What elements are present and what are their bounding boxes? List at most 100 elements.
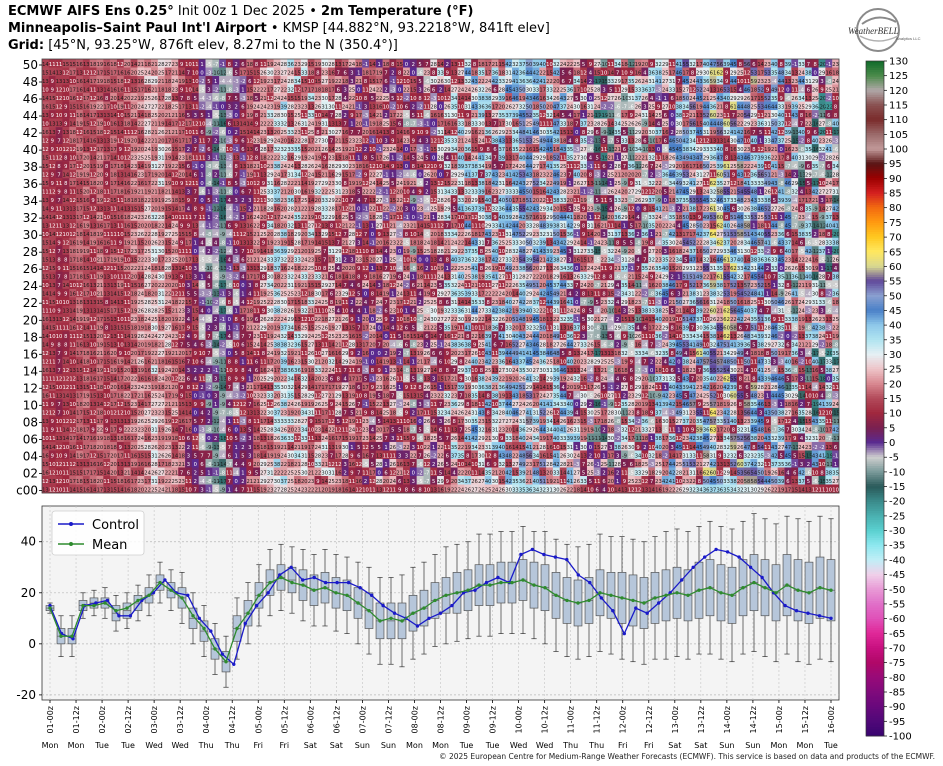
heatmap-cell-value: 9 <box>105 172 108 178</box>
heatmap-cell-value: 13 <box>49 130 56 136</box>
heatmap-cell-value: 5 <box>623 130 626 136</box>
heatmap-cell-value: -2 <box>826 96 831 102</box>
heatmap-cell-value: 9 <box>91 198 94 204</box>
heatmap-cell-value: 19 <box>151 172 158 178</box>
heatmap-cell-value: 20 <box>158 113 165 119</box>
heatmap-cell-value: 32 <box>546 113 553 119</box>
heatmap-cell-value: 20 <box>124 96 131 102</box>
heatmap-cell-value: 52 <box>757 87 764 93</box>
heatmap-cell-value: 37 <box>505 113 512 119</box>
heatmap-cell-value: 19 <box>301 155 308 161</box>
heatmap-cell-value: 45 <box>682 79 689 85</box>
heatmap-cell-value: 23 <box>267 164 274 170</box>
heatmap-cell-value: 20 <box>546 104 553 110</box>
heatmap-cell-value: 13 <box>233 121 240 127</box>
heatmap-cell-value: 21 <box>410 181 417 187</box>
heatmap-cell-value: 7 <box>677 79 680 85</box>
heatmap-cell-value: 26 <box>315 104 322 110</box>
heatmap-cell-value: 36 <box>287 198 294 204</box>
heatmap-cell-value: 38 <box>805 70 812 76</box>
heatmap-cell-value: 28 <box>635 138 642 144</box>
heatmap-cell-value: 12 <box>192 121 199 127</box>
heatmap-cell-value: 36 <box>519 70 526 76</box>
heatmap-cell-value: 30 <box>430 79 437 85</box>
heatmap-cell-value: 21 <box>137 189 144 195</box>
heatmap-cell-value: 45 <box>546 147 553 153</box>
heatmap-cell-value: -2 <box>397 155 402 161</box>
heatmap-cell-value: 16 <box>124 223 131 229</box>
heatmap-cell-value: -2 <box>397 172 402 178</box>
heatmap-cell-value: 27 <box>573 155 580 161</box>
heatmap-cell-value: 7 <box>500 164 503 170</box>
heatmap-cell-value: 22 <box>403 70 410 76</box>
heatmap-cell-value: 31 <box>696 172 703 178</box>
heatmap-cell-value: -6 <box>588 198 593 204</box>
heatmap-cell-value: 30 <box>573 104 580 110</box>
heatmap-cell-value: 28 <box>281 62 288 68</box>
heatmap-cell-value: 13 <box>396 164 403 170</box>
heatmap-cell-value: 12 <box>124 147 131 153</box>
heatmap-cell-value: 50 <box>696 223 703 229</box>
heatmap-cell-value: 7 <box>207 138 210 144</box>
heatmap-cell-value: 28 <box>287 206 294 212</box>
heatmap-cell-value: 12 <box>90 96 97 102</box>
heatmap-cell-value: 9 <box>180 62 183 68</box>
heatmap-cell-value: -8 <box>404 121 409 127</box>
heatmap-cell-value: 42 <box>669 232 676 238</box>
heatmap-cell-value: 23 <box>492 189 499 195</box>
heatmap-cell-value: 17 <box>573 113 580 119</box>
heatmap-cell-value: 7 <box>568 172 571 178</box>
heatmap-cell-value: 18 <box>246 96 253 102</box>
heatmap-cell-value: 10 <box>369 147 376 153</box>
heatmap-cell-value: 25 <box>825 87 832 93</box>
heatmap-cell-value: 2 <box>384 87 387 93</box>
heatmap-cell-value: 11 <box>703 181 710 187</box>
heatmap-cell-value: -6 <box>199 189 204 195</box>
heatmap-cell-value: 19 <box>158 206 165 212</box>
heatmap-cell-value: -3 <box>227 138 232 144</box>
heatmap-cell-value: 16 <box>178 113 185 119</box>
heatmap-cell-value: -17 <box>831 130 839 136</box>
heatmap-cell-value: 5 <box>200 113 203 119</box>
heatmap-cell-value: 7 <box>480 172 483 178</box>
heatmap-cell-value: 8 <box>64 189 67 195</box>
heatmap-cell-value: 35 <box>805 232 812 238</box>
heatmap-cell-value: 13 <box>110 223 117 229</box>
heatmap-cell-value: 9 <box>64 121 67 127</box>
heatmap-cell-value: -7 <box>819 164 824 170</box>
heatmap-cell-value: 40 <box>499 215 506 221</box>
heatmap-cell-value: 16 <box>97 223 104 229</box>
heatmap-cell-value: 16 <box>335 215 342 221</box>
heatmap-cell-value: 21 <box>253 206 260 212</box>
heatmap-cell-value: 17 <box>69 181 76 187</box>
heatmap-cell-value: 43 <box>560 147 567 153</box>
heatmap-cell-value: 45 <box>519 113 526 119</box>
heatmap-cell-value: 7 <box>194 215 197 221</box>
heatmap-cell-value: 28 <box>267 206 274 212</box>
heatmap-cell-value: 17 <box>328 87 335 93</box>
heatmap-cell-value: 15 <box>110 130 117 136</box>
heatmap-cell-value: 1 <box>616 155 619 161</box>
heatmap-cell-value: 30 <box>158 147 165 153</box>
heatmap-cell-value: 22 <box>458 232 465 238</box>
heatmap-cell-value: 29 <box>539 155 546 161</box>
heatmap-cell-value: 9 <box>725 70 728 76</box>
heatmap-cell-value: 12 <box>124 155 131 161</box>
heatmap-cell-value: 18 <box>546 155 553 161</box>
heatmap-cell-value: 11 <box>471 223 478 229</box>
heatmap-cell-value: 10 <box>832 96 839 102</box>
heatmap-cell-value: 22 <box>301 206 308 212</box>
heatmap-cell-value: 33 <box>451 189 458 195</box>
heatmap-cell-value: 21 <box>614 172 621 178</box>
heatmap-cell-value: 41 <box>730 130 737 136</box>
heatmap-cell-value: 17 <box>696 62 703 68</box>
heatmap-cell-value: 11 <box>546 198 553 204</box>
heatmap-cell-value: 43 <box>771 181 778 187</box>
heatmap-cell-value: 23 <box>771 232 778 238</box>
heatmap-cell-value: 1 <box>623 223 626 229</box>
heatmap-cell-value: 7 <box>228 96 231 102</box>
heatmap-cell-value: 15 <box>342 138 349 144</box>
heatmap-cell-value: 26 <box>628 121 635 127</box>
heatmap-cell-value: -16 <box>218 121 226 127</box>
heatmap-cell-value: 29 <box>669 164 676 170</box>
